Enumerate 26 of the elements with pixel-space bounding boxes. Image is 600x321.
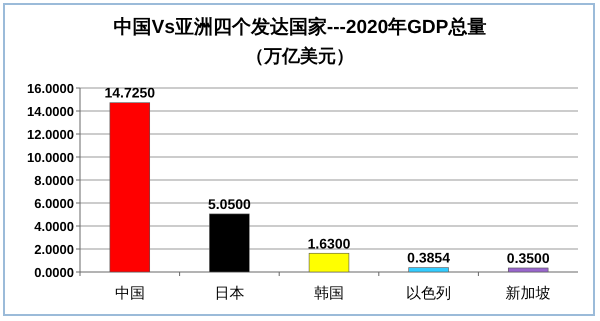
y-tick-label: 2.0000 [34,242,74,257]
y-tick-label: 8.0000 [34,173,74,188]
y-tick-label: 14.0000 [27,104,74,119]
x-tick-label: 日本 [214,285,244,302]
data-label: 14.7250 [104,84,156,101]
y-tick-label: 4.0000 [34,219,74,234]
bar [408,267,449,272]
bar [209,214,250,272]
y-tick-label: 6.0000 [34,196,74,211]
x-tick-label: 以色列 [406,285,452,302]
y-tick-label: 16.0000 [27,81,74,96]
x-tick-label: 中国 [114,285,145,302]
chart-subtitle: （万亿美元） [246,46,354,66]
bar [110,102,150,272]
chart-title: 中国Vs亚洲四个发达国家---2020年GDP总量 [114,16,486,38]
x-tick-label: 新加坡 [506,285,551,302]
bar [508,268,548,272]
y-tick-label: 12.0000 [27,127,74,142]
bar [308,252,350,272]
data-label: 1.6300 [308,235,351,252]
data-label: 0.3500 [506,250,550,266]
data-label: 0.3854 [407,250,450,266]
y-tick-label: 10.0000 [27,150,74,165]
data-label: 5.0500 [208,196,252,212]
y-tick-label: 0.0000 [34,265,74,280]
x-tick-label: 韩国 [314,285,344,302]
